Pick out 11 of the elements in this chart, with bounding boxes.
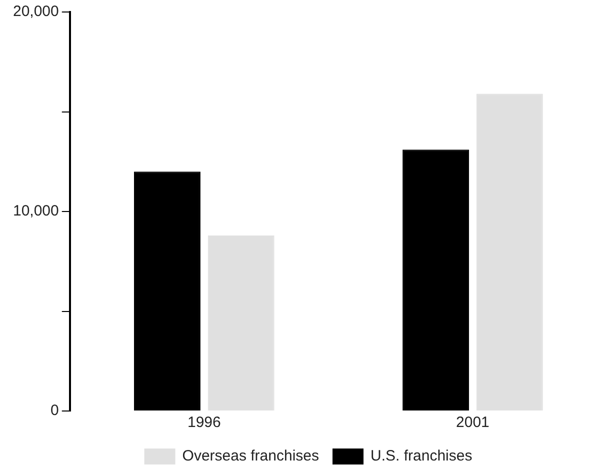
- bar: [476, 94, 543, 410]
- bar: [208, 235, 274, 410]
- y-tick-label: 0: [50, 402, 59, 420]
- bar: [134, 172, 200, 410]
- bar: [402, 150, 470, 410]
- y-tick-label: 20,000: [12, 3, 59, 20]
- y-tick-label: 10,000: [12, 202, 59, 220]
- x-tick-label: 1996: [187, 414, 221, 432]
- legend-label: Overseas franchises: [182, 448, 320, 465]
- x-tick-label: 2001: [456, 414, 490, 432]
- legend-label: U.S. franchises: [370, 448, 472, 465]
